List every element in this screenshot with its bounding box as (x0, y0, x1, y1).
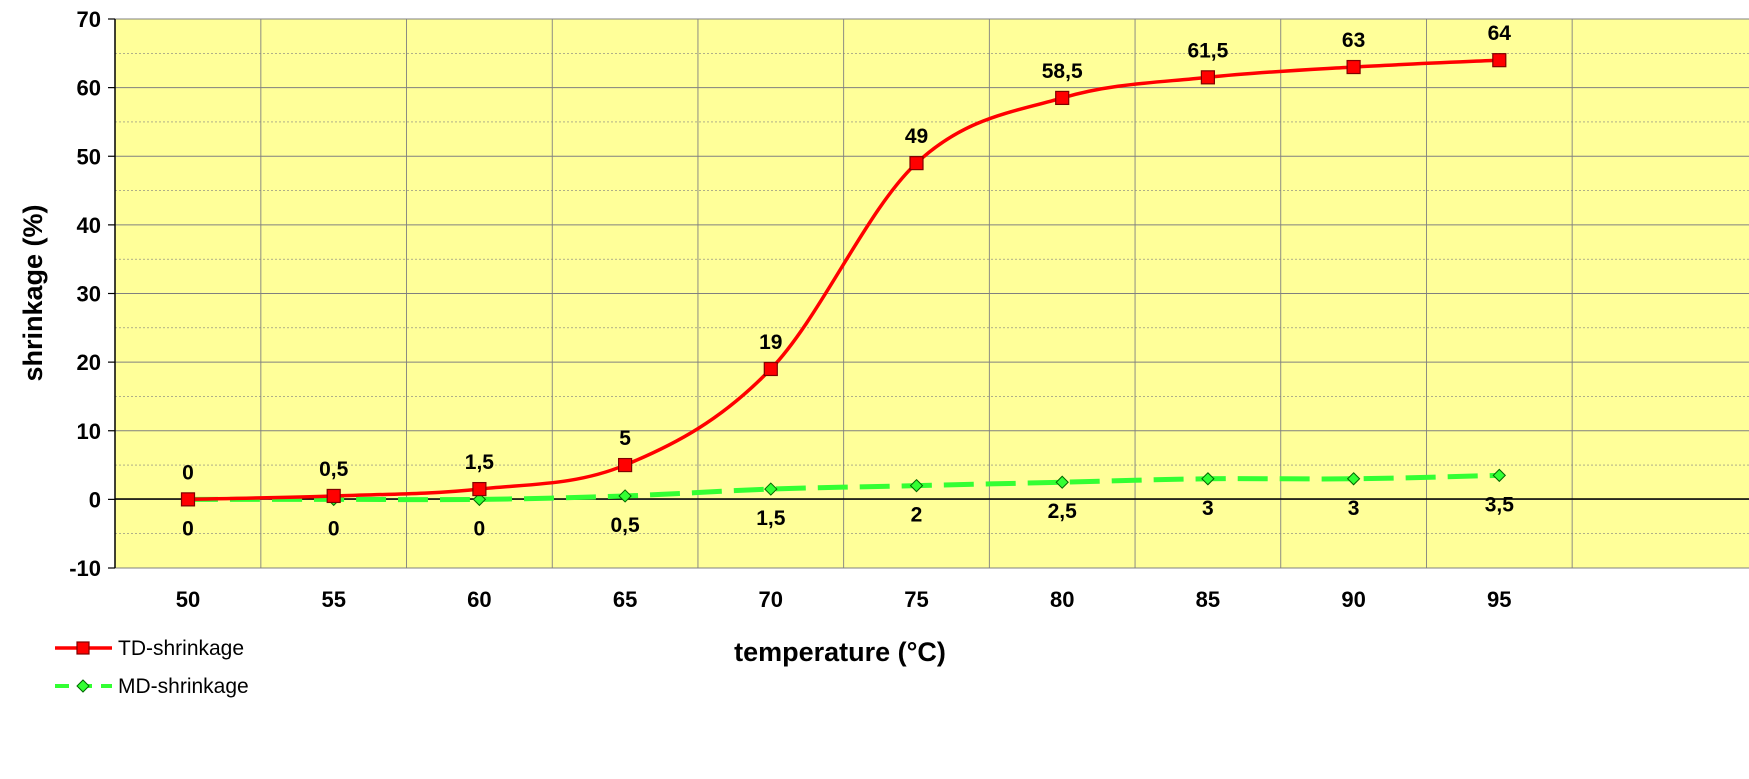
td-shrinkage-point (1055, 90, 1070, 106)
td-data-label: 63 (1342, 29, 1365, 52)
x-tick-label: 55 (321, 587, 345, 612)
td-shrinkage-point (617, 457, 633, 473)
x-tick-label: 75 (904, 587, 928, 612)
md-data-label: 2,5 (1048, 500, 1078, 523)
y-tick-label: 20 (77, 350, 101, 375)
td-data-label: 49 (905, 125, 928, 148)
td-shrinkage-line (187, 58, 1500, 502)
td-data-label: 61,5 (1187, 39, 1228, 62)
y-tick-label: -10 (69, 556, 101, 581)
series-layer (180, 53, 1507, 507)
legend-td-label: TD-shrinkage (118, 637, 244, 660)
legend-item-td: TD-shrinkage (55, 637, 244, 660)
md-data-label: 3 (1202, 497, 1214, 520)
md-data-label: 1,5 (756, 507, 786, 530)
y-tick-label: 0 (89, 487, 101, 512)
td-shrinkage-point (1346, 59, 1361, 75)
y-tick-label: 30 (77, 282, 101, 307)
td-data-label: 19 (759, 331, 782, 354)
x-tick-label: 60 (467, 587, 491, 612)
y-axis-title: shrinkage (%) (18, 204, 48, 381)
y-axis-ticks: -10 0 10 20 30 40 50 60 70 (69, 7, 115, 581)
md-shrinkage-point (764, 482, 778, 496)
x-tick-label: 65 (613, 587, 637, 612)
x-axis-ticks: 50 55 60 65 70 75 80 85 90 95 (176, 587, 1512, 612)
td-shrinkage-point (763, 361, 778, 377)
x-tick-label: 85 (1196, 587, 1220, 612)
td-data-label: 58,5 (1042, 60, 1083, 83)
md-shrinkage-point (1201, 472, 1215, 486)
td-data-label: 64 (1488, 22, 1512, 45)
legend-item-md: MD-shrinkage (55, 675, 249, 698)
x-tick-label: 50 (176, 587, 200, 612)
minor-gridlines (115, 53, 1749, 534)
legend-td-marker (76, 641, 90, 655)
x-tick-label: 70 (759, 587, 783, 612)
y-tick-label: 70 (77, 7, 101, 32)
td-shrinkage-point (326, 488, 341, 504)
y-tick-label: 40 (77, 213, 101, 238)
md-shrinkage-point (618, 489, 632, 503)
y-tick-label: 10 (77, 419, 101, 444)
md-shrinkage-point (909, 478, 924, 493)
md-data-label: 0 (328, 517, 340, 540)
md-shrinkage-line (188, 472, 1500, 503)
md-data-label: 3 (1348, 497, 1360, 520)
legend-md-label: MD-shrinkage (118, 675, 249, 698)
md-shrinkage-point (472, 492, 487, 507)
td-data-label: 0 (182, 461, 194, 484)
md-data-label: 0 (182, 517, 194, 540)
td-shrinkage-point (472, 481, 487, 497)
md-data-label: 2 (911, 504, 923, 527)
x-tick-label: 90 (1341, 587, 1365, 612)
md-shrinkage-point (1055, 475, 1069, 489)
md-shrinkage-point (1492, 468, 1507, 483)
y-tick-label: 60 (77, 76, 101, 101)
md-data-label: 0,5 (610, 514, 640, 537)
data-labels: 0 0 0 0,5 1,5 2 2,5 3 3 3,5 0 0,5 1,5 5 19 49 58,5 61,5 63… (182, 22, 1514, 540)
td-shrinkage-point (1200, 70, 1216, 85)
md-data-label: 0 (474, 517, 486, 540)
x-axis-title: temperature (°C) (734, 637, 946, 667)
td-shrinkage-point (1492, 53, 1507, 68)
md-shrinkage-point (1346, 472, 1361, 486)
legend-md-marker (76, 679, 90, 693)
td-shrinkage-point (180, 492, 196, 507)
td-data-label: 0,5 (319, 458, 349, 481)
td-data-label: 5 (619, 427, 631, 450)
td-shrinkage-point (909, 156, 924, 171)
x-tick-label: 95 (1487, 587, 1511, 612)
td-data-label: 1,5 (465, 451, 495, 474)
y-tick-label: 50 (77, 144, 101, 169)
x-tick-label: 80 (1050, 587, 1074, 612)
md-data-label: 3,5 (1485, 493, 1515, 516)
legend: TD-shrinkage MD-shrinkage (55, 637, 249, 698)
